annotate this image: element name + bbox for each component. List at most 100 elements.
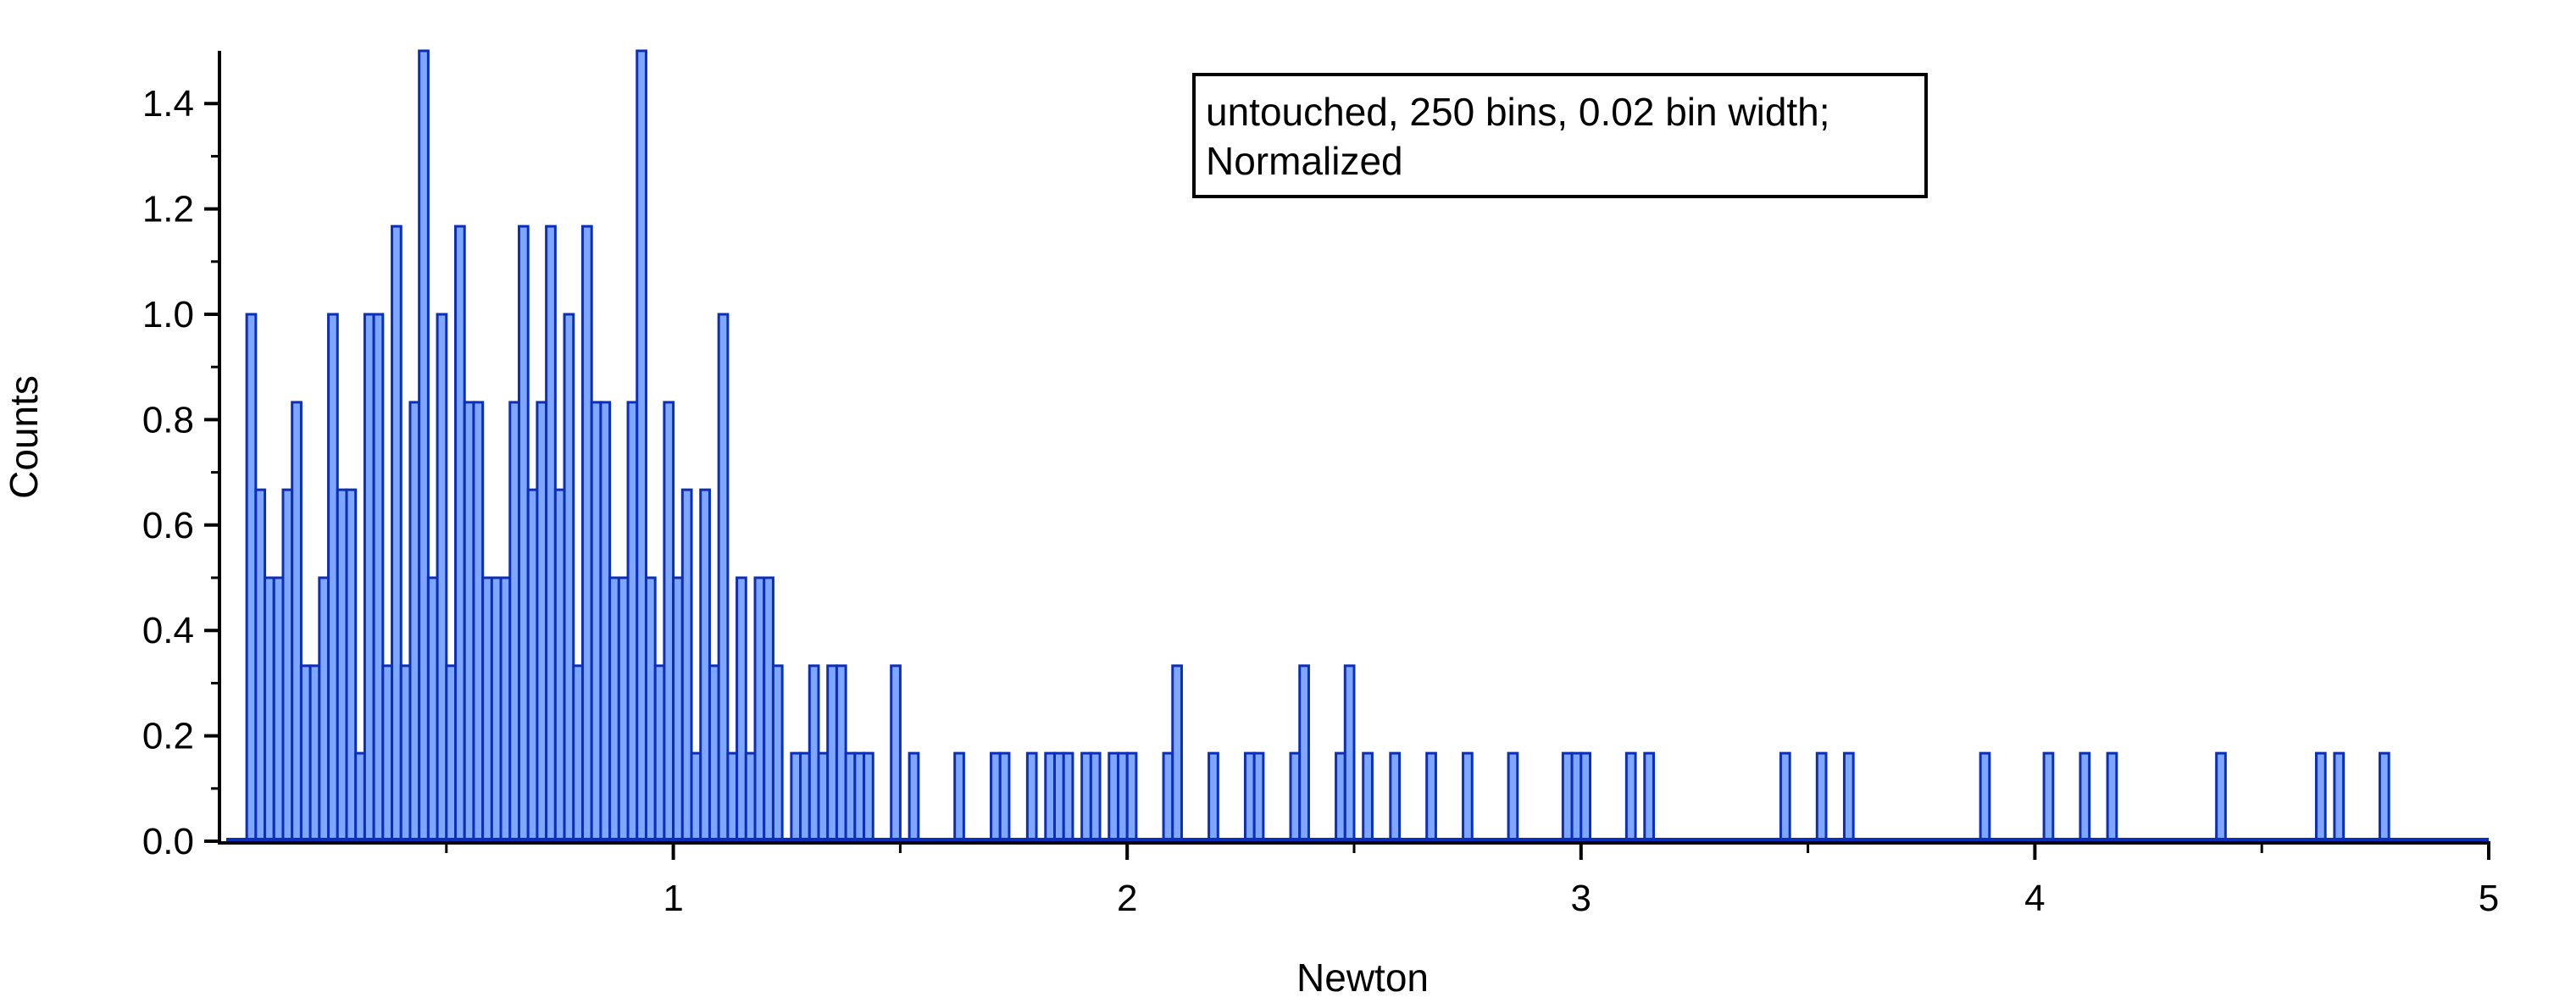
- histogram-bar: [998, 751, 1011, 843]
- histogram-bar: [481, 576, 493, 843]
- y-axis-title: Counts: [2, 375, 46, 499]
- histogram-bar: [863, 751, 874, 843]
- y-ticks: 0.0 0.2 0.4 0.6 0.8 1.0 1.2 1.4: [142, 83, 219, 862]
- histogram-bar: [1335, 751, 1346, 843]
- histogram-bar: [526, 488, 539, 843]
- histogram-bar: [1053, 751, 1065, 843]
- histogram-bar: [2079, 751, 2091, 843]
- histogram-bar: [726, 751, 739, 843]
- histogram-bar: [844, 751, 857, 843]
- histogram-bar: [1289, 751, 1302, 843]
- y-tick-label: 0.4: [142, 610, 194, 651]
- histogram-bar: [254, 488, 267, 843]
- histogram-bar: [499, 576, 512, 843]
- histogram-bar: [545, 224, 557, 843]
- x-tick-label: 5: [2479, 878, 2499, 919]
- histogram-bar: [1208, 751, 1219, 843]
- x-tick-label: 1: [663, 878, 683, 919]
- y-tick-label: 1.0: [142, 294, 194, 335]
- histogram-bar: [890, 664, 902, 843]
- histogram-bar: [608, 576, 620, 843]
- histogram-bar: [835, 664, 847, 843]
- histogram-bar: [336, 488, 348, 843]
- histogram-bar: [1561, 751, 1574, 843]
- histogram-bar: [1062, 751, 1074, 843]
- y-tick-label: 1.4: [142, 83, 194, 125]
- histogram-bar: [327, 313, 339, 843]
- histogram-bar: [717, 313, 730, 843]
- histogram-bar: [490, 576, 502, 843]
- legend-frame: [1192, 73, 1928, 198]
- histogram-bar: [418, 49, 430, 843]
- histogram-bar: [708, 664, 720, 843]
- histogram-bar: [2106, 751, 2118, 843]
- histogram-bar: [771, 664, 784, 843]
- histogram-bar: [308, 664, 321, 843]
- histogram-bar: [563, 313, 575, 843]
- histogram-bar: [472, 401, 485, 843]
- histogram-bar: [763, 576, 774, 843]
- histogram-bar: [1979, 751, 1991, 843]
- histogram-bar: [699, 488, 711, 843]
- histogram-bar: [1162, 751, 1174, 843]
- histogram-bar: [454, 224, 466, 843]
- histogram-bar: [1298, 664, 1310, 843]
- histogram-bar: [690, 751, 702, 843]
- histogram-bar: [1343, 664, 1356, 843]
- histogram-bar: [680, 488, 693, 843]
- histogram-bar: [363, 313, 375, 843]
- histogram-bars: [245, 49, 2390, 843]
- histogram-bar: [1389, 751, 1402, 843]
- histogram-bar: [291, 401, 303, 843]
- histogram-bar: [1842, 751, 1855, 843]
- histogram-bar: [953, 751, 965, 843]
- histogram-bar: [1462, 751, 1474, 843]
- histogram-bar: [636, 49, 647, 843]
- histogram-bar: [1171, 664, 1183, 843]
- histogram-bar: [1507, 751, 1519, 843]
- histogram-bar: [799, 751, 811, 843]
- y-tick-label: 1.2: [142, 189, 194, 230]
- histogram-bar: [2333, 751, 2346, 843]
- histogram-bar: [672, 576, 684, 843]
- x-tick-label: 3: [1571, 878, 1591, 919]
- histogram-bar: [790, 751, 802, 843]
- histogram-bar: [1044, 751, 1057, 843]
- histogram-bar: [2314, 751, 2327, 843]
- histogram-bar: [318, 576, 330, 843]
- histogram-bar: [2378, 751, 2390, 843]
- histogram-bar: [1252, 751, 1265, 843]
- legend-box: untouched, 250 bins, 0.02 bin width; Nor…: [1192, 73, 1928, 198]
- histogram-bar: [826, 664, 838, 843]
- histogram-bar: [808, 664, 820, 843]
- histogram-bar: [1643, 751, 1655, 843]
- histogram-bar: [908, 751, 920, 843]
- histogram-bar: [445, 664, 458, 843]
- histogram-bar: [736, 576, 747, 843]
- y-tick-label: 0.0: [142, 821, 194, 862]
- histogram-bar: [626, 401, 639, 843]
- x-ticks: 1 2 3 4 5: [445, 843, 2499, 919]
- histogram-bar: [372, 313, 385, 843]
- histogram-bar: [1624, 751, 1637, 843]
- histogram-bar: [1089, 751, 1102, 843]
- histogram-bar: [272, 576, 285, 843]
- histogram-bar: [1125, 751, 1138, 843]
- histogram-bar: [391, 224, 402, 843]
- y-tick-label: 0.8: [142, 399, 194, 441]
- x-tick-label: 2: [1117, 878, 1137, 919]
- histogram-bar: [599, 401, 612, 843]
- histogram-bar: [590, 401, 602, 843]
- histogram-bar: [1080, 751, 1092, 843]
- histogram-bar: [1243, 751, 1256, 843]
- histogram-bar: [518, 224, 530, 843]
- histogram-bar: [1108, 751, 1119, 843]
- x-tick-label: 4: [2024, 878, 2045, 919]
- histogram-bar: [2215, 751, 2227, 843]
- histogram-bar: [463, 401, 475, 843]
- histogram-bar: [264, 576, 275, 843]
- x-axis-title: Newton: [1296, 956, 1429, 1000]
- histogram-bar: [580, 224, 593, 843]
- histogram-bar: [245, 313, 258, 843]
